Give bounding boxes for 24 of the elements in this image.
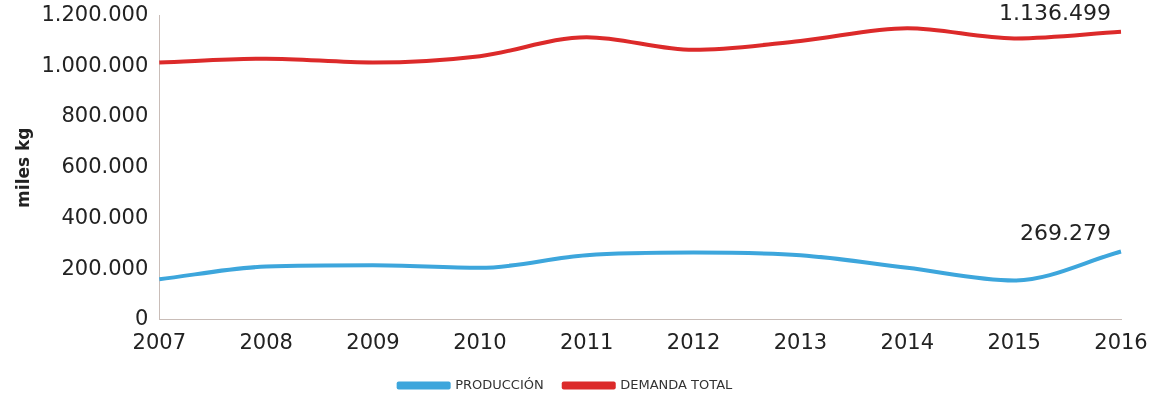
x-tick-label: 2013 [773,329,828,354]
data-label: 269.279 [1020,220,1111,246]
x-tick-label: 2016 [1094,329,1148,354]
line-series [157,249,1123,283]
y-tick-label: 800.000 [61,103,149,128]
legend-label: PRODUCCIÓN [455,376,544,392]
x-tick-label: 2015 [987,329,1041,354]
y-tick-label: 200.000 [61,255,149,280]
y-tick-label: 0 [134,306,149,331]
x-tick-label: 2007 [132,329,186,354]
x-tick-label: 2009 [346,329,400,354]
x-tick-label: 2010 [453,329,507,354]
y-tick-label: 600.000 [61,154,149,179]
x-tick-label: 2008 [239,329,293,354]
data-label: 1.136.499 [999,0,1111,26]
legend-label: DEMANDA TOTAL [620,376,734,392]
x-tick-label: 2011 [559,329,614,354]
y-axis-title: miles kg [12,127,33,208]
x-tick-label: 2014 [880,329,935,354]
y-tick-label: 1.000.000 [41,52,149,77]
y-tick-label: 1.200.000 [41,2,149,27]
line-series [157,26,1123,65]
x-tick-label: 2012 [666,329,721,354]
y-tick-label: 400.000 [61,204,149,229]
